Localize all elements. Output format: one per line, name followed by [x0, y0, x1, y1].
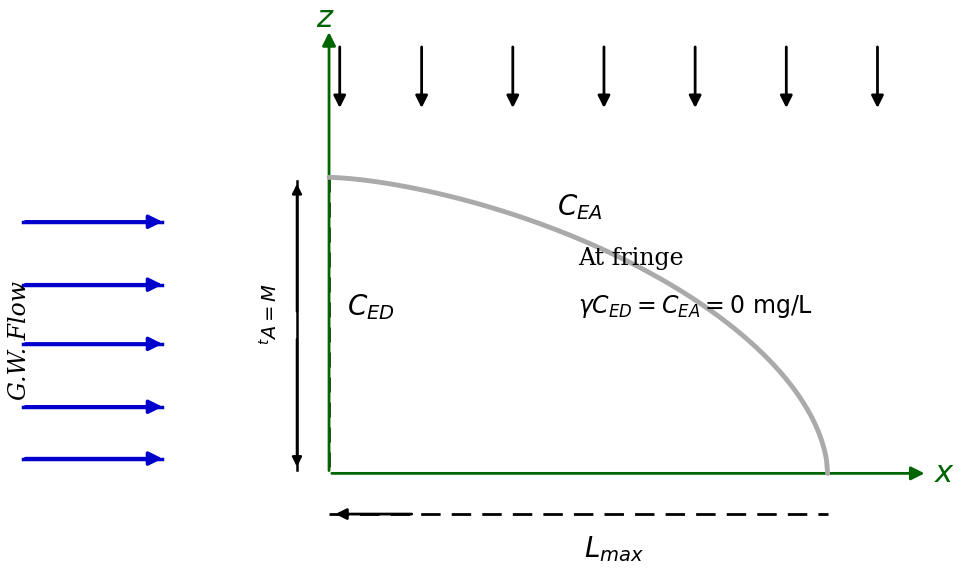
- Text: $z$: $z$: [316, 3, 335, 34]
- Text: At fringe: At fringe: [578, 247, 684, 270]
- Text: $C_{EA}$: $C_{EA}$: [557, 192, 603, 222]
- Text: G.W. Flow: G.W. Flow: [8, 281, 31, 400]
- Text: $C_{ED}$: $C_{ED}$: [347, 292, 395, 321]
- Text: $\gamma C_{ED} = C_{EA} = 0\ \mathrm{mg/L}$: $\gamma C_{ED} = C_{EA} = 0\ \mathrm{mg/…: [578, 293, 813, 320]
- Text: $x$: $x$: [934, 458, 955, 489]
- Text: $L_{max}$: $L_{max}$: [584, 534, 644, 564]
- Text: ${}^tA=M$: ${}^tA=M$: [259, 283, 281, 345]
